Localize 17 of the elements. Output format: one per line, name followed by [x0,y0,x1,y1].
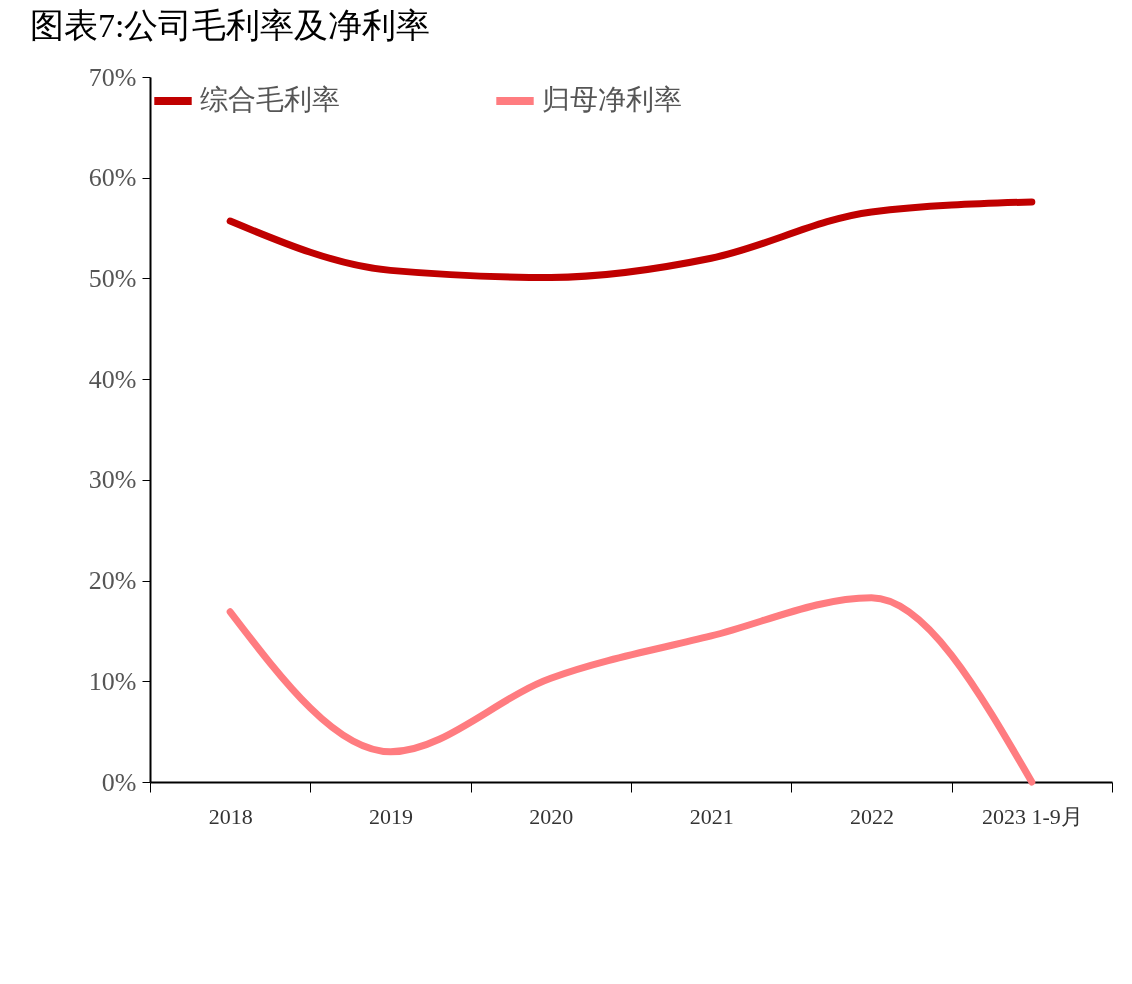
y-tick-label: 60% [88,163,137,193]
x-tick-label: 2021 [689,803,734,829]
x-tick-label: 2019 [369,803,413,829]
legend-label: 综合毛利率 [200,84,340,115]
y-tick-label: 0% [101,767,137,797]
x-tick-label: 2022 [850,803,894,829]
chart-title: 图表7:公司毛利率及净利率 [30,7,431,44]
y-tick-label: 30% [88,465,137,495]
y-tick-label: 10% [88,666,137,696]
y-tick-label: 70% [88,62,137,92]
y-tick-label: 20% [88,566,137,596]
x-tick-label: 2020 [529,803,574,829]
legend-label: 归母净利率 [542,84,682,115]
y-tick-label: 40% [88,364,137,394]
x-tick-label: 2023 1-9月 [981,803,1083,829]
x-tick-label: 2018 [208,803,253,829]
y-tick-label: 50% [88,263,137,293]
